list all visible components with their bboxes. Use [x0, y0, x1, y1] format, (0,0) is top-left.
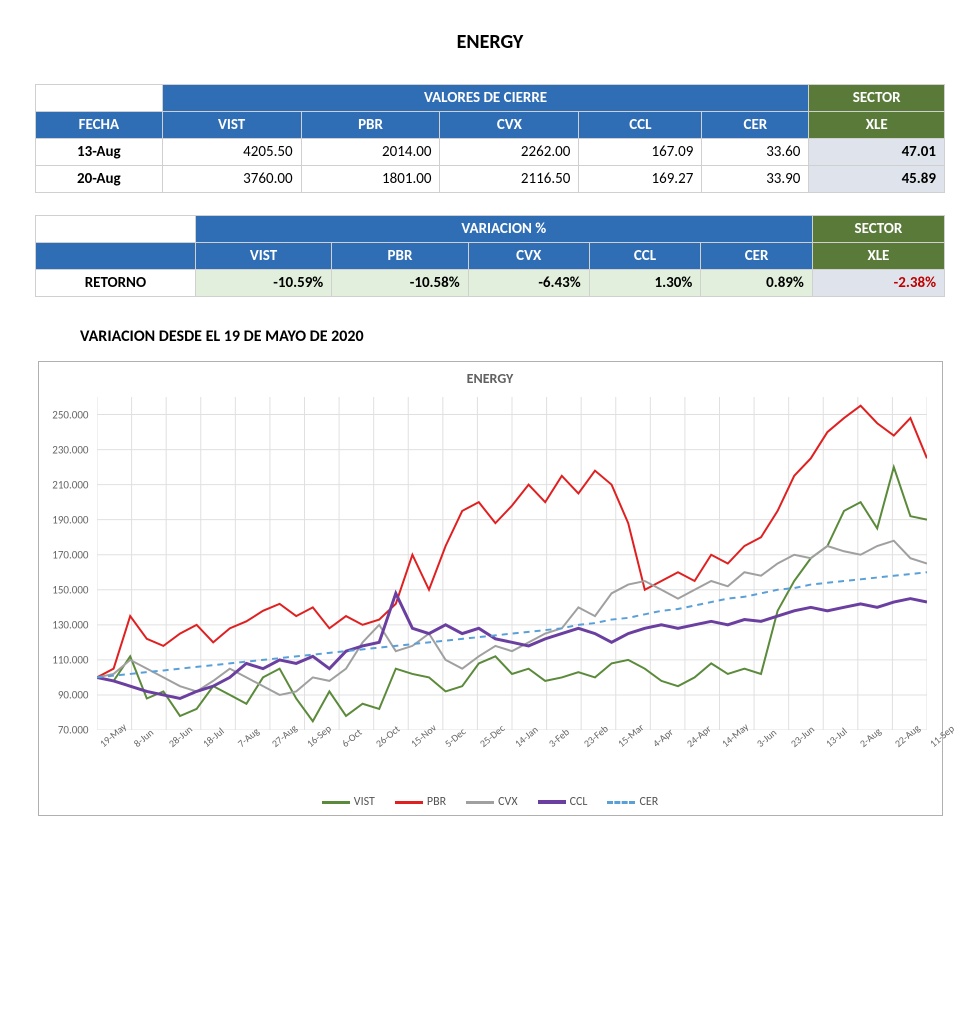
- legend-swatch: [538, 800, 566, 804]
- table-row: 20-Aug 3760.00 1801.00 2116.50 169.27 33…: [36, 166, 945, 193]
- blank-header: [36, 243, 196, 270]
- chart-subtitle: VARIACION DESDE EL 19 DE MAYO DE 2020: [80, 327, 960, 346]
- legend-label: CVX: [498, 795, 517, 809]
- legend-swatch: [322, 801, 350, 804]
- legend-label: VIST: [354, 795, 375, 809]
- col-header: CVX: [440, 112, 579, 139]
- xle-header: XLE: [809, 112, 945, 139]
- legend-swatch: [466, 801, 494, 804]
- x-axis-label: 11-Sep: [927, 722, 957, 750]
- data-cell: 33.90: [702, 166, 809, 193]
- data-cell: 3760.00: [162, 166, 301, 193]
- legend-item: PBR: [395, 795, 446, 809]
- data-cell: 1801.00: [301, 166, 440, 193]
- data-cell: 2014.00: [301, 139, 440, 166]
- data-cell: -10.59%: [195, 270, 331, 297]
- col-header: CER: [701, 243, 813, 270]
- col-header: PBR: [301, 112, 440, 139]
- valores-header: VALORES DE CIERRE: [162, 85, 809, 112]
- xle-cell: -2.38%: [812, 270, 944, 297]
- blank-cell: [36, 85, 163, 112]
- fecha-cell: 20-Aug: [36, 166, 163, 193]
- variacion-header: VARIACION %: [195, 216, 812, 243]
- sector-header: SECTOR: [809, 85, 945, 112]
- y-axis-label: 150.000: [52, 583, 88, 596]
- data-cell: 0.89%: [701, 270, 813, 297]
- chart-legend: VIST PBR CVX CCL CER: [39, 795, 942, 809]
- col-header: PBR: [332, 243, 468, 270]
- y-axis-label: 250.000: [52, 408, 88, 421]
- y-axis-label: 190.000: [52, 513, 88, 526]
- col-header: CER: [702, 112, 809, 139]
- col-header: VIST: [195, 243, 331, 270]
- legend-item: CER: [607, 795, 658, 809]
- legend-label: PBR: [427, 795, 446, 809]
- y-axis-label: 210.000: [52, 478, 88, 491]
- valores-table: VALORES DE CIERRE SECTOR FECHA VIST PBR …: [35, 84, 945, 193]
- legend-swatch: [395, 801, 423, 804]
- xle-cell: 47.01: [809, 139, 945, 166]
- retorno-label: RETORNO: [36, 270, 196, 297]
- energy-chart: ENERGY 70.000 90.000 110.000 130.000 150.000…: [38, 361, 943, 816]
- chart-title: ENERGY: [39, 362, 942, 391]
- data-cell: 2116.50: [440, 166, 579, 193]
- y-axis-label: 70.000: [58, 724, 89, 737]
- data-cell: 2262.00: [440, 139, 579, 166]
- legend-item: VIST: [322, 795, 375, 809]
- blank-cell: [36, 216, 196, 243]
- y-axis-label: 170.000: [52, 548, 88, 561]
- data-cell: -10.58%: [332, 270, 468, 297]
- xle-header: XLE: [812, 243, 944, 270]
- table-row: 13-Aug 4205.50 2014.00 2262.00 167.09 33…: [36, 139, 945, 166]
- y-axis-label: 130.000: [52, 618, 88, 631]
- col-header: CCL: [579, 112, 702, 139]
- table-row: RETORNO -10.59% -10.58% -6.43% 1.30% 0.8…: [36, 270, 945, 297]
- legend-label: CCL: [570, 795, 588, 809]
- fecha-header: FECHA: [36, 112, 163, 139]
- col-header: CCL: [589, 243, 701, 270]
- variacion-table: VARIACION % SECTOR VIST PBR CVX CCL CER …: [35, 215, 945, 297]
- col-header: VIST: [162, 112, 301, 139]
- legend-item: CCL: [538, 795, 588, 809]
- fecha-cell: 13-Aug: [36, 139, 163, 166]
- legend-item: CVX: [466, 795, 517, 809]
- data-cell: 1.30%: [589, 270, 701, 297]
- y-axis-label: 90.000: [58, 688, 89, 701]
- data-cell: 33.60: [702, 139, 809, 166]
- data-cell: 169.27: [579, 166, 702, 193]
- data-cell: -6.43%: [468, 270, 589, 297]
- legend-swatch: [607, 801, 635, 804]
- page-title: ENERGY: [20, 30, 960, 54]
- data-cell: 4205.50: [162, 139, 301, 166]
- xle-cell: 45.89: [809, 166, 945, 193]
- y-axis-label: 230.000: [52, 443, 88, 456]
- legend-label: CER: [639, 795, 658, 809]
- sector-header: SECTOR: [812, 216, 944, 243]
- y-axis-label: 110.000: [52, 653, 88, 666]
- col-header: CVX: [468, 243, 589, 270]
- data-cell: 167.09: [579, 139, 702, 166]
